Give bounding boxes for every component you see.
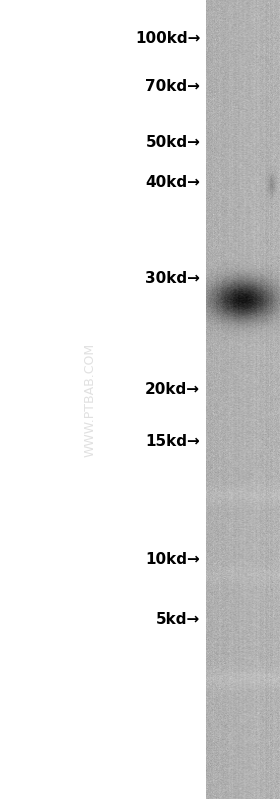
Text: 70kd→: 70kd→ xyxy=(145,79,200,93)
Text: 5kd→: 5kd→ xyxy=(156,612,200,626)
Text: WWW.PTBAB.COM: WWW.PTBAB.COM xyxy=(83,343,96,456)
Text: 20kd→: 20kd→ xyxy=(145,383,200,397)
Text: 40kd→: 40kd→ xyxy=(145,175,200,189)
Text: 15kd→: 15kd→ xyxy=(145,434,200,448)
Text: 100kd→: 100kd→ xyxy=(135,31,200,46)
Text: 50kd→: 50kd→ xyxy=(145,135,200,149)
Text: 30kd→: 30kd→ xyxy=(145,271,200,285)
Text: 10kd→: 10kd→ xyxy=(145,552,200,566)
